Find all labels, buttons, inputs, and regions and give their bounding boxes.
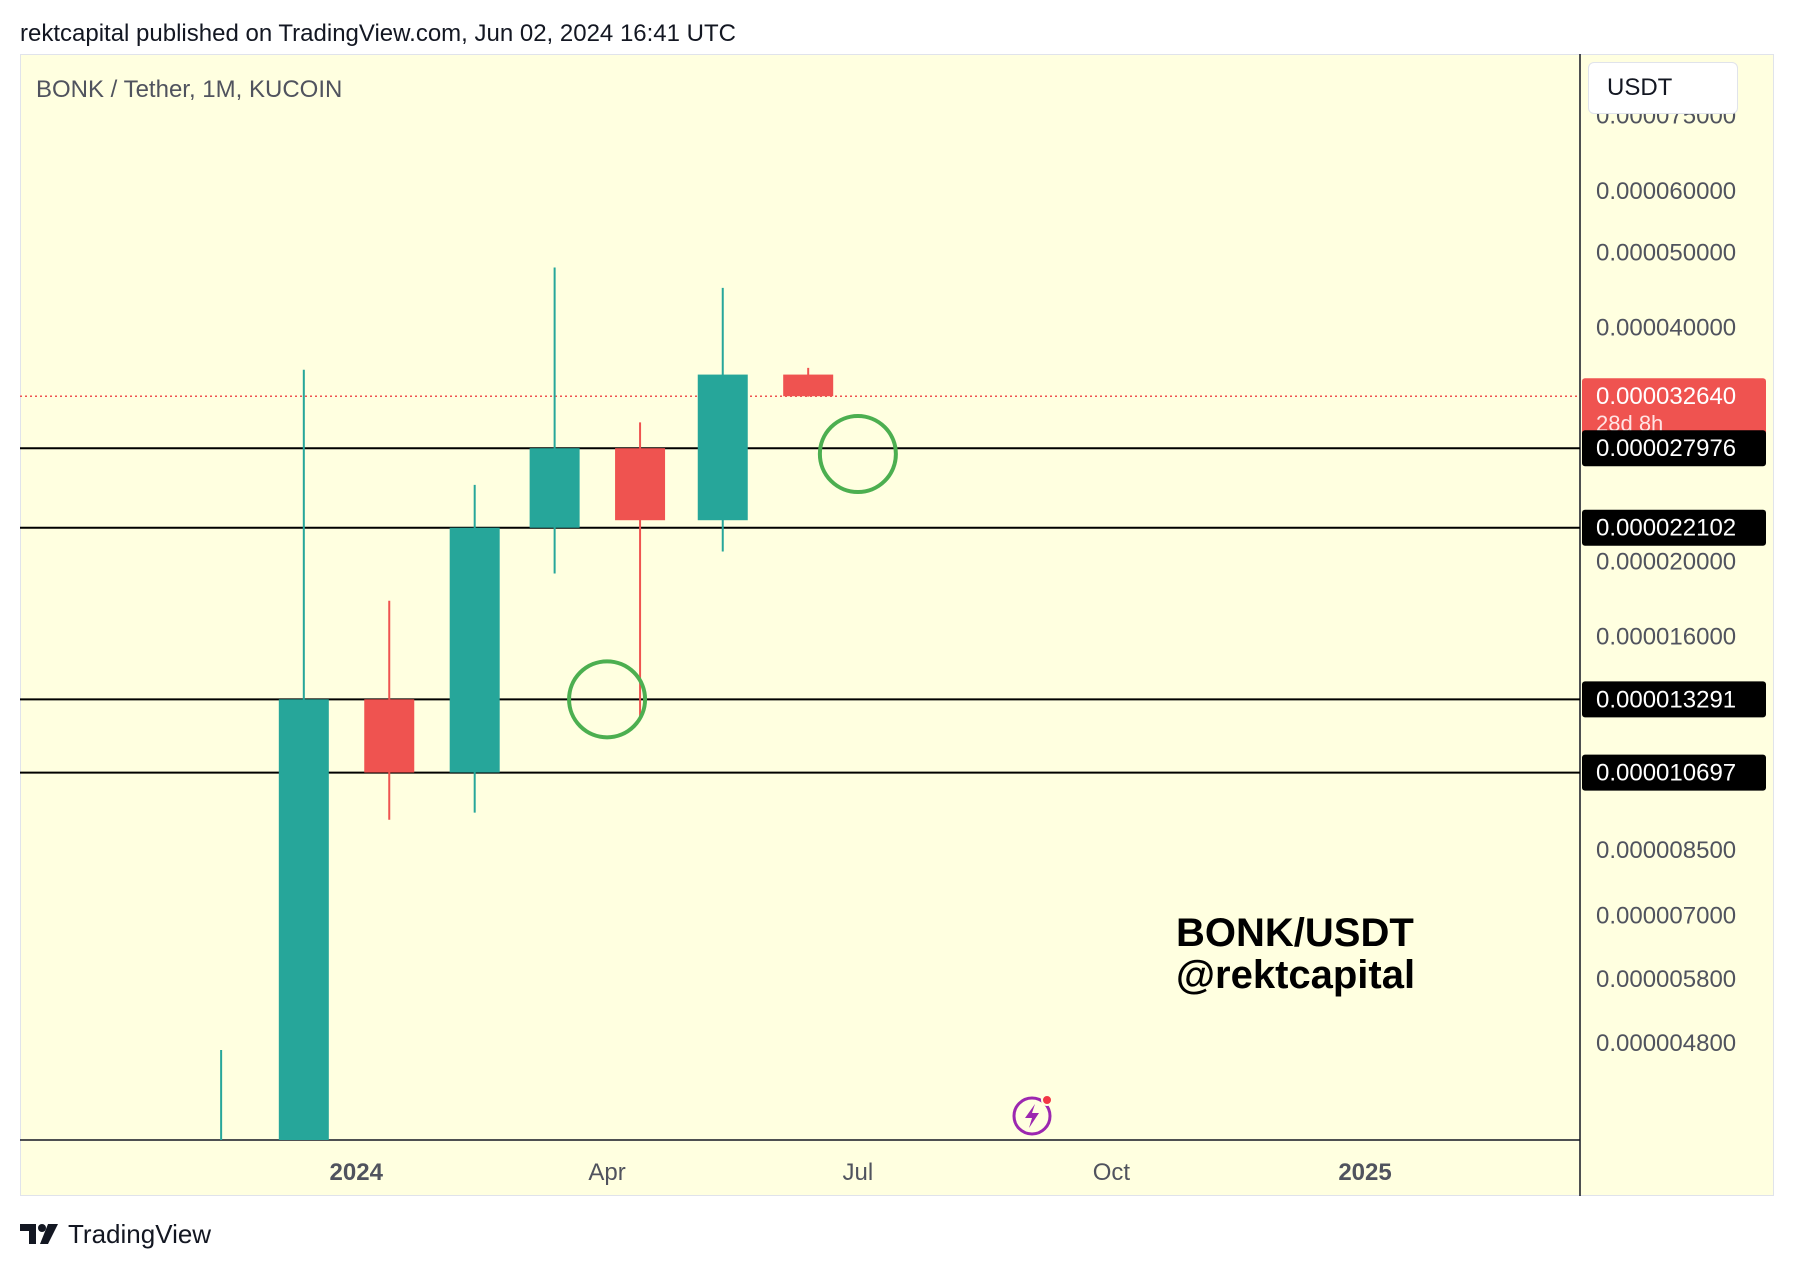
price-tick-label: 0.000016000 [1596, 624, 1736, 651]
time-tick-label: Jul [843, 1159, 874, 1186]
annotation-circle [567, 659, 648, 740]
time-tick-label: Apr [588, 1159, 625, 1186]
level-price-label: 0.000013291 [1596, 686, 1736, 713]
price-tick-label: 0.000020000 [1596, 548, 1736, 575]
price-tick-label: 0.000050000 [1596, 239, 1736, 266]
level-price-tag [1582, 509, 1766, 546]
level-price-tag [1582, 430, 1766, 467]
level-price-label: 0.000027976 [1596, 435, 1736, 462]
price-tick-label: 0.000060000 [1596, 178, 1736, 205]
candle-up [697, 374, 748, 521]
candle-down [364, 699, 415, 773]
price-tick-label: 0.000008500 [1596, 837, 1736, 864]
candle-down [615, 448, 666, 521]
tradingview-brand[interactable]: TradingView [68, 1218, 212, 1249]
current-price-label: 0.000032640 [1596, 383, 1736, 410]
level-price-label: 0.000022102 [1596, 515, 1736, 542]
watermark-author: @rektcapital [1176, 953, 1416, 997]
time-tick-label: 2025 [1338, 1159, 1391, 1186]
price-tick-label: 0.000007000 [1596, 903, 1736, 930]
current-price-tag [1582, 378, 1766, 441]
level-price-tag [1582, 681, 1766, 718]
annotation-circle [817, 414, 898, 495]
watermark: BONK/USDT @rektcapital [1176, 912, 1415, 996]
symbol-title[interactable]: BONK / Tether, 1M, KUCOIN [36, 76, 343, 103]
watermark-pair: BONK/USDT [1176, 911, 1414, 955]
tradingview-logo-icon[interactable] [20, 1222, 62, 1246]
level-price-label: 0.000010697 [1596, 760, 1736, 787]
time-tick-label: Oct [1093, 1159, 1131, 1186]
candle-up [529, 448, 580, 528]
candle-up [278, 699, 329, 1140]
published-header: rektcapital published on TradingView.com… [20, 20, 736, 47]
price-tick-label: 0.000040000 [1596, 315, 1736, 342]
candle-down [783, 374, 834, 397]
time-tick-label: 2024 [330, 1159, 384, 1186]
footer: TradingView [20, 1218, 211, 1250]
price-tick-label: 0.000005800 [1596, 966, 1736, 993]
level-price-tag [1582, 754, 1766, 791]
lightning-icon[interactable] [1012, 1092, 1056, 1136]
currency-selector[interactable]: USDT [1588, 62, 1738, 114]
price-tick-label: 0.000004800 [1596, 1030, 1736, 1057]
candle-up [449, 527, 500, 773]
